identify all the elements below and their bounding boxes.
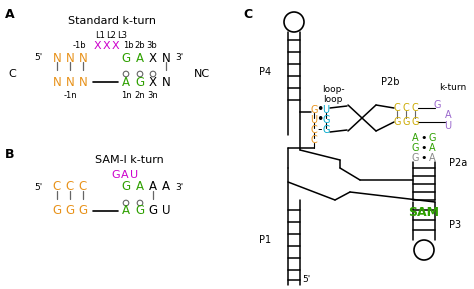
Text: 3n: 3n [147, 92, 158, 101]
Text: B: B [5, 148, 15, 161]
Text: L3: L3 [117, 32, 127, 40]
Text: G: G [65, 205, 74, 218]
Text: Standard k-turn: Standard k-turn [68, 16, 156, 26]
Text: G: G [148, 205, 157, 218]
Text: G: G [136, 75, 145, 88]
Text: C: C [8, 69, 16, 79]
Text: G: G [121, 181, 130, 194]
Text: G: G [322, 115, 330, 125]
Text: N: N [53, 75, 61, 88]
Text: SAM: SAM [409, 205, 439, 218]
Text: 1b: 1b [123, 42, 133, 51]
Text: loop-: loop- [322, 86, 344, 95]
Text: U: U [162, 205, 170, 218]
Text: 5': 5' [34, 182, 42, 192]
Text: X: X [149, 51, 157, 64]
Text: X: X [93, 41, 101, 51]
Text: P1: P1 [259, 235, 271, 245]
Text: A: A [149, 181, 157, 194]
Text: G: G [310, 105, 318, 115]
Text: G: G [112, 170, 120, 180]
Text: U: U [322, 105, 329, 115]
Text: G: G [393, 117, 401, 127]
Text: A: A [412, 133, 419, 143]
Text: A: A [122, 75, 130, 88]
Text: G: G [322, 125, 330, 135]
Text: C: C [411, 103, 419, 113]
Text: 5': 5' [302, 275, 310, 284]
Text: 1n: 1n [121, 92, 131, 101]
Text: •: • [421, 133, 427, 143]
Text: G: G [78, 205, 88, 218]
Text: C: C [310, 125, 318, 135]
Text: C: C [53, 181, 61, 194]
Text: A: A [445, 110, 451, 120]
Text: NC: NC [194, 69, 210, 79]
Text: N: N [162, 75, 170, 88]
Text: N: N [65, 51, 74, 64]
Text: U: U [310, 115, 318, 125]
Text: G: G [411, 153, 419, 163]
Text: N: N [79, 51, 87, 64]
Text: •: • [421, 153, 427, 163]
Text: 3b: 3b [146, 42, 157, 51]
Text: C: C [393, 103, 401, 113]
Text: U: U [130, 170, 138, 180]
Text: •: • [316, 114, 324, 127]
Text: A: A [121, 170, 129, 180]
Text: 2b: 2b [135, 42, 146, 51]
Text: k-turn: k-turn [439, 84, 466, 92]
Text: P3: P3 [449, 220, 461, 230]
Text: •: • [316, 103, 324, 116]
Text: G: G [411, 117, 419, 127]
Text: A: A [5, 8, 15, 21]
Text: A: A [162, 181, 170, 194]
Text: N: N [162, 51, 170, 64]
Text: G: G [402, 117, 410, 127]
Text: P4: P4 [259, 67, 271, 77]
Text: loop: loop [323, 95, 343, 103]
Text: C: C [79, 181, 87, 194]
Text: C: C [243, 8, 252, 21]
Text: 5': 5' [34, 53, 42, 62]
Text: L2: L2 [106, 32, 116, 40]
Text: 2n: 2n [135, 92, 146, 101]
Text: X: X [111, 41, 119, 51]
Text: U: U [445, 121, 452, 131]
Text: N: N [53, 51, 61, 64]
Text: P2a: P2a [449, 158, 467, 168]
Text: •: • [421, 143, 427, 153]
Text: L1: L1 [95, 32, 105, 40]
Text: N: N [65, 75, 74, 88]
Text: -1b: -1b [72, 42, 86, 51]
Text: G: G [428, 133, 436, 143]
Text: X: X [102, 41, 110, 51]
Text: C: C [66, 181, 74, 194]
Text: N: N [79, 75, 87, 88]
Text: P2b: P2b [381, 77, 399, 87]
Text: C: C [310, 135, 318, 145]
Text: -: - [318, 123, 322, 136]
Text: G: G [411, 143, 419, 153]
Text: G: G [121, 51, 130, 64]
Text: X: X [149, 75, 157, 88]
Text: A: A [122, 205, 130, 218]
Text: G: G [433, 100, 441, 110]
Text: 3': 3' [175, 53, 183, 62]
Text: 3': 3' [175, 182, 183, 192]
Text: G: G [136, 205, 145, 218]
Text: C: C [402, 103, 410, 113]
Text: -1n: -1n [63, 92, 77, 101]
Text: A: A [428, 143, 435, 153]
Text: A: A [428, 153, 435, 163]
Text: G: G [53, 205, 62, 218]
Text: SAM-l k-turn: SAM-l k-turn [95, 155, 164, 165]
Text: A: A [136, 51, 144, 64]
Text: A: A [136, 181, 144, 194]
